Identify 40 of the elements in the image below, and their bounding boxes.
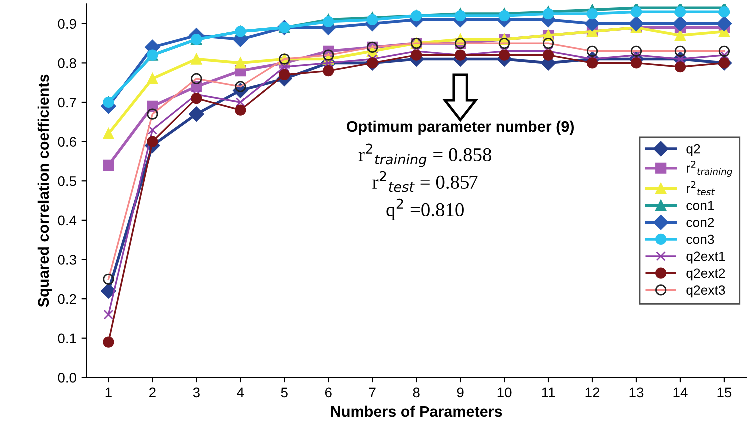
x-tick-label: 3 xyxy=(193,388,200,398)
annotation: r$^{2}$$_{training}$ = 0.858 xyxy=(358,144,492,168)
y-tick-label: 0.4 xyxy=(58,216,77,226)
x-tick-label: 7 xyxy=(369,388,376,398)
legend-label: q2ext1 xyxy=(686,252,726,264)
legend-label: q2ext3 xyxy=(686,286,726,298)
x-tick-label: 4 xyxy=(237,388,244,398)
x-tick-label: 5 xyxy=(281,388,288,398)
x-tick-label: 1 xyxy=(106,388,112,398)
legend-label: q2ext2 xyxy=(686,268,726,281)
y-tick-label: 0.7 xyxy=(58,98,76,108)
x-tick-label: 15 xyxy=(718,388,732,398)
y-axis-title: Squared correlation coefficients xyxy=(38,74,52,308)
x-tick-label: 13 xyxy=(630,388,644,398)
y-tick-label: 0.8 xyxy=(58,58,76,68)
y-tick-label: 0.3 xyxy=(58,255,76,265)
x-tick-label: 8 xyxy=(413,388,420,398)
x-tick-label: 14 xyxy=(674,388,688,398)
legend-label: q2 xyxy=(686,144,700,156)
y-tick-label: 0.6 xyxy=(58,137,76,147)
x-tick-label: 2 xyxy=(150,388,156,398)
legend-label: con2 xyxy=(686,218,714,228)
legend-label: con1 xyxy=(686,201,714,210)
x-tick-label: 11 xyxy=(542,388,556,398)
annotation: r$^{2}$$_{test}$ = 0.857 xyxy=(372,171,478,192)
x-axis-title: Numbers of Parameters xyxy=(331,406,502,418)
annotation: q$^{2}$ =0.810 xyxy=(386,198,464,220)
annotation: Optimum parameter number (9) xyxy=(347,120,574,136)
y-tick-label: 0.0 xyxy=(58,373,76,383)
x-tick-label: 9 xyxy=(457,388,464,398)
y-tick-label: 0.1 xyxy=(58,334,76,344)
y-tick-label: 0.5 xyxy=(58,176,76,186)
x-tick-label: 6 xyxy=(325,388,332,398)
legend-label: r$^{2}$$_{training}$ xyxy=(687,160,732,177)
y-tick-label: 0.9 xyxy=(58,19,76,30)
y-tick-label: 0.2 xyxy=(58,294,76,304)
legend-label: con3 xyxy=(686,234,714,244)
x-tick-label: 10 xyxy=(498,388,512,398)
legend-label: r$^{2}$$_{test}$ xyxy=(687,181,716,196)
x-tick-label: 12 xyxy=(586,388,600,398)
